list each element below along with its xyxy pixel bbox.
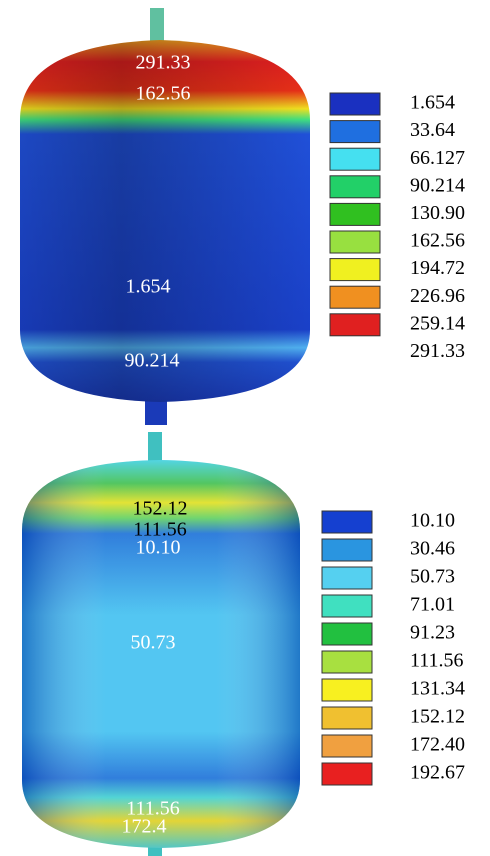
legend-swatch — [322, 511, 372, 533]
legend-swatch — [330, 93, 380, 115]
legend-label: 71.01 — [410, 594, 455, 616]
legend-swatch — [330, 259, 380, 281]
legend-label: 172.40 — [410, 734, 465, 756]
contour-label: 50.73 — [131, 632, 176, 654]
legend-label: 66.127 — [410, 147, 465, 169]
legend-label: 30.46 — [410, 538, 455, 560]
legend-label: 291.33 — [410, 340, 465, 362]
legend-label: 192.67 — [410, 762, 465, 784]
legend-label: 91.23 — [410, 622, 455, 644]
legend-swatch — [322, 595, 372, 617]
figure: 291.33 162.56 1.654 90.214 152.12 111.56… — [0, 0, 490, 856]
page: {"panels":[ {"contour_labels":["291.33",… — [0, 0, 490, 856]
legend-label: 152.12 — [410, 706, 465, 728]
legend-label: 194.72 — [410, 257, 465, 279]
legend-swatch — [330, 286, 380, 308]
legend-swatch — [322, 707, 372, 729]
legend-label: 10.10 — [410, 510, 455, 532]
legend-swatch — [330, 148, 380, 170]
legend-label: 259.14 — [410, 312, 465, 334]
contour-label: 1.654 — [126, 276, 171, 298]
legend-label: 131.34 — [410, 678, 465, 700]
legend-label: 111.56 — [410, 650, 464, 672]
legend-swatch — [322, 735, 372, 757]
legend-label: 162.56 — [410, 230, 465, 252]
contour-label: 162.56 — [136, 83, 191, 105]
legend-label: 90.214 — [410, 174, 465, 196]
legend-swatch — [322, 567, 372, 589]
contour-label: 10.10 — [136, 537, 181, 559]
legend-swatch — [330, 231, 380, 253]
legend-label: 33.64 — [410, 119, 455, 141]
contour-label: 152.12 — [133, 498, 188, 520]
legend-swatch — [322, 763, 372, 785]
legend-label: 50.73 — [410, 566, 455, 588]
contour-label: 172.4 — [122, 816, 167, 838]
contour-label: 90.214 — [125, 350, 180, 372]
legend-swatch — [330, 314, 380, 336]
legend-swatch — [330, 176, 380, 198]
vessel-2: 152.12 111.56 10.10 50.73 111.56 172.4 — [22, 432, 300, 856]
legend-swatch — [322, 623, 372, 645]
legend-label: 130.90 — [410, 202, 465, 224]
legend-swatch — [330, 121, 380, 143]
legend-swatch — [322, 539, 372, 561]
contour-label: 291.33 — [136, 52, 191, 74]
legend-swatch — [330, 203, 380, 225]
legend-swatch — [322, 651, 372, 673]
vessel-1: 291.33 162.56 1.654 90.214 — [20, 8, 310, 425]
legend-label: 1.654 — [410, 92, 455, 114]
legend-label: 226.96 — [410, 285, 465, 307]
legend-swatch — [322, 679, 372, 701]
